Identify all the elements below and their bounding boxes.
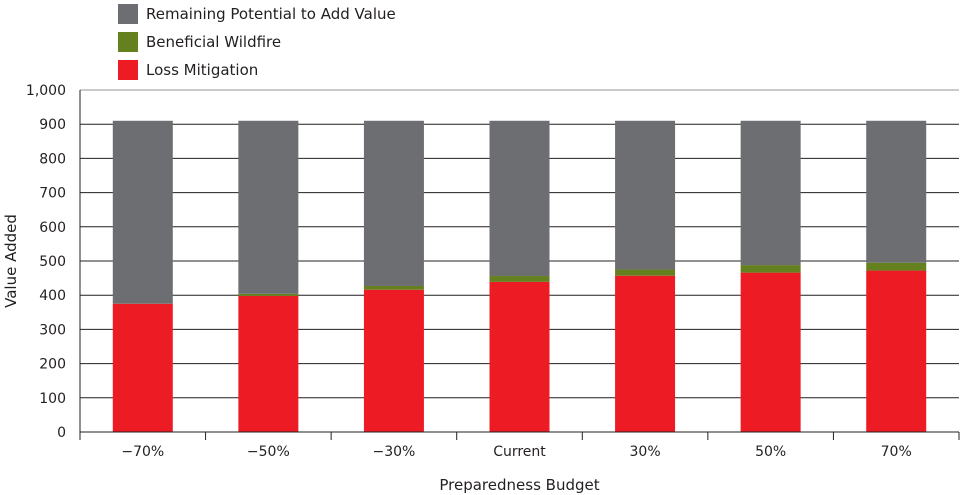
bar-segment [489, 120, 550, 277]
y-tick-label: 100 [39, 391, 66, 407]
y-tick-label: 300 [39, 322, 66, 338]
bar-segment [489, 276, 550, 282]
legend-label: Remaining Potential to Add Value [146, 5, 396, 23]
bar-segment [489, 281, 550, 432]
bar-segment [866, 270, 927, 432]
x-tick-label: 30% [630, 444, 661, 460]
y-tick-label: 900 [39, 117, 66, 133]
legend-label: Beneficial Wildfire [146, 33, 282, 51]
x-tick-label: 70% [881, 444, 912, 460]
legend-swatch [118, 60, 138, 80]
x-tick-label: −70% [121, 444, 164, 460]
bar-segment [363, 289, 424, 432]
legend-item-loss-mitigation: Loss Mitigation [118, 56, 396, 84]
bar-segment [238, 120, 299, 294]
y-tick-label: 600 [39, 220, 66, 236]
y-tick-label: 400 [39, 288, 66, 304]
y-tick-label: 0 [57, 425, 66, 441]
x-tick-label: −30% [372, 444, 415, 460]
bar-segment [866, 262, 927, 271]
bar-segment [112, 303, 173, 432]
y-tick-label: 1,000 [26, 83, 66, 99]
x-axis-label: Preparedness Budget [439, 476, 599, 494]
x-tick-label: −50% [247, 444, 290, 460]
y-axis-label: Value Added [2, 214, 20, 308]
bar-segment [363, 285, 424, 290]
bar-segment [615, 120, 676, 270]
bar-segment [740, 265, 801, 273]
bar-segment [112, 120, 173, 304]
bar-segment [740, 120, 801, 266]
bar-segment [615, 275, 676, 432]
y-tick-label: 200 [39, 357, 66, 373]
x-tick-label: 50% [755, 444, 786, 460]
legend-item-beneficial-wildfire: Beneficial Wildfire [118, 28, 396, 56]
y-tick-label: 500 [39, 254, 66, 270]
x-tick-label: Current [493, 444, 546, 460]
y-tick-label: 800 [39, 151, 66, 167]
legend-swatch [118, 4, 138, 24]
bar-segment [866, 120, 927, 263]
bar-segment [740, 272, 801, 432]
bar-segment [615, 269, 676, 276]
legend: Remaining Potential to Add Value Benefic… [118, 0, 396, 84]
legend-item-remaining: Remaining Potential to Add Value [118, 0, 396, 28]
bar-segment [238, 293, 299, 296]
legend-label: Loss Mitigation [146, 61, 259, 79]
bar-segment [363, 120, 424, 286]
y-tick-label: 700 [39, 186, 66, 202]
legend-swatch [118, 32, 138, 52]
bar-segment [238, 295, 299, 432]
